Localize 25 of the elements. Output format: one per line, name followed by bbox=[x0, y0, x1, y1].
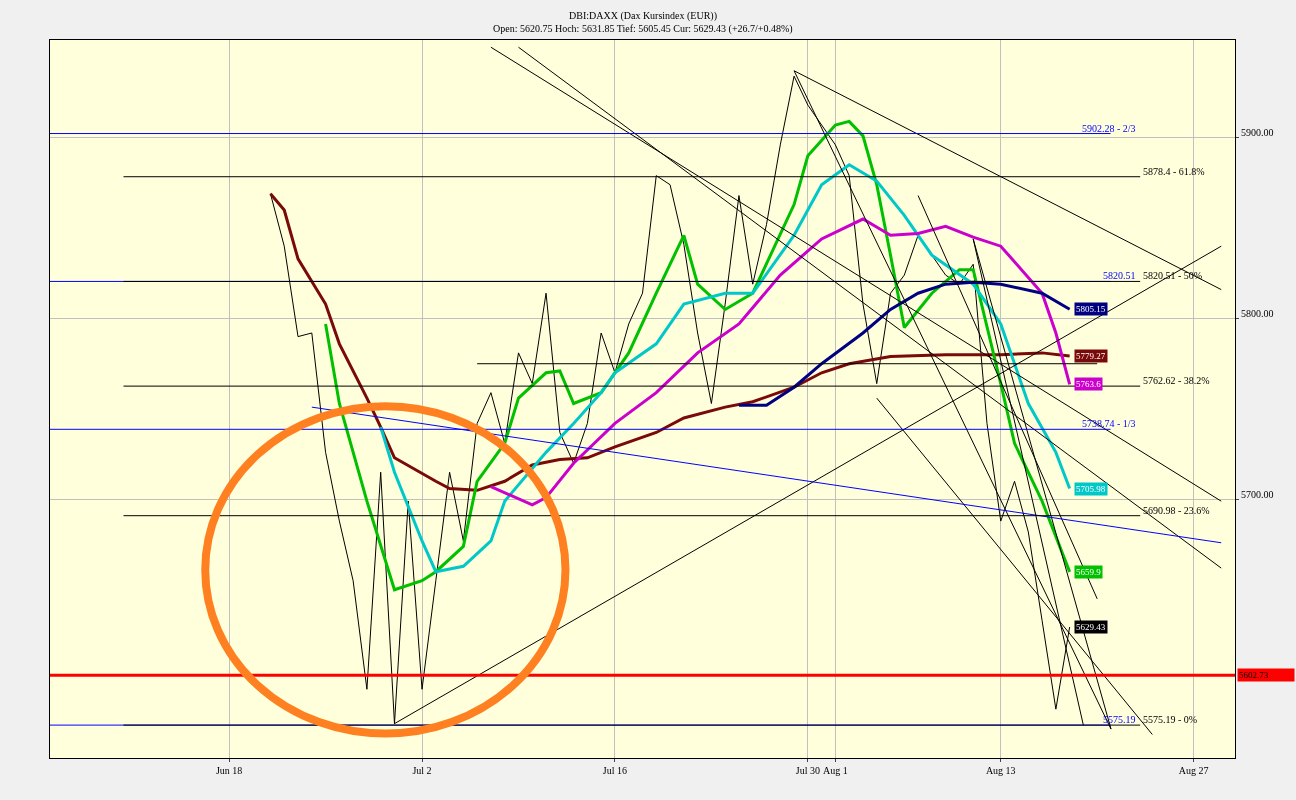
x-tick-label: Jul 16 bbox=[602, 765, 628, 776]
data-label: 5629.43 bbox=[1076, 622, 1106, 632]
data-label: 5763.6 bbox=[1076, 379, 1102, 389]
y-tick-label: 5700.00 bbox=[1241, 488, 1274, 500]
ref-line-label: 5762.62 - 38.2% bbox=[1143, 375, 1210, 386]
x-tick-label: Aug 27 bbox=[1178, 765, 1209, 776]
chart-title: DBI:DAXX (Dax Kursindex (EUR)) bbox=[569, 10, 718, 22]
x-tick-label: Aug 13 bbox=[985, 765, 1016, 776]
y-tick-label: 5800.00 bbox=[1241, 308, 1274, 320]
ref-line-label: 5602.73 bbox=[1239, 670, 1269, 680]
data-label: 5779.27 bbox=[1076, 351, 1106, 361]
ref-line-label: 5878.4 - 61.8% bbox=[1143, 166, 1205, 177]
data-label: 5659.9 bbox=[1076, 567, 1102, 577]
y-tick-label: 5900.00 bbox=[1241, 127, 1274, 139]
ref-line-label: 5575.19 - 0% bbox=[1143, 714, 1198, 725]
x-tick-label: Aug 1 bbox=[823, 765, 848, 776]
x-tick-label: Jun 18 bbox=[215, 765, 243, 776]
data-label: 5705.98 bbox=[1076, 484, 1106, 494]
ref-line-label: 5690.98 - 23.6% bbox=[1143, 505, 1210, 516]
data-label: 5805.15 bbox=[1076, 304, 1106, 314]
x-tick-label: Jul 30 bbox=[795, 765, 820, 776]
ref-line-label: 5820.51 bbox=[1103, 270, 1136, 281]
chart-subtitle: Open: 5620.75 Hoch: 5631.85 Tief: 5605.45 Cur: 5629.43 (+26.7/+0.48%) bbox=[493, 23, 793, 35]
x-tick-label: Jul 2 bbox=[412, 765, 432, 776]
ref-line-label: 5902.28 - 2/3 bbox=[1082, 123, 1136, 134]
